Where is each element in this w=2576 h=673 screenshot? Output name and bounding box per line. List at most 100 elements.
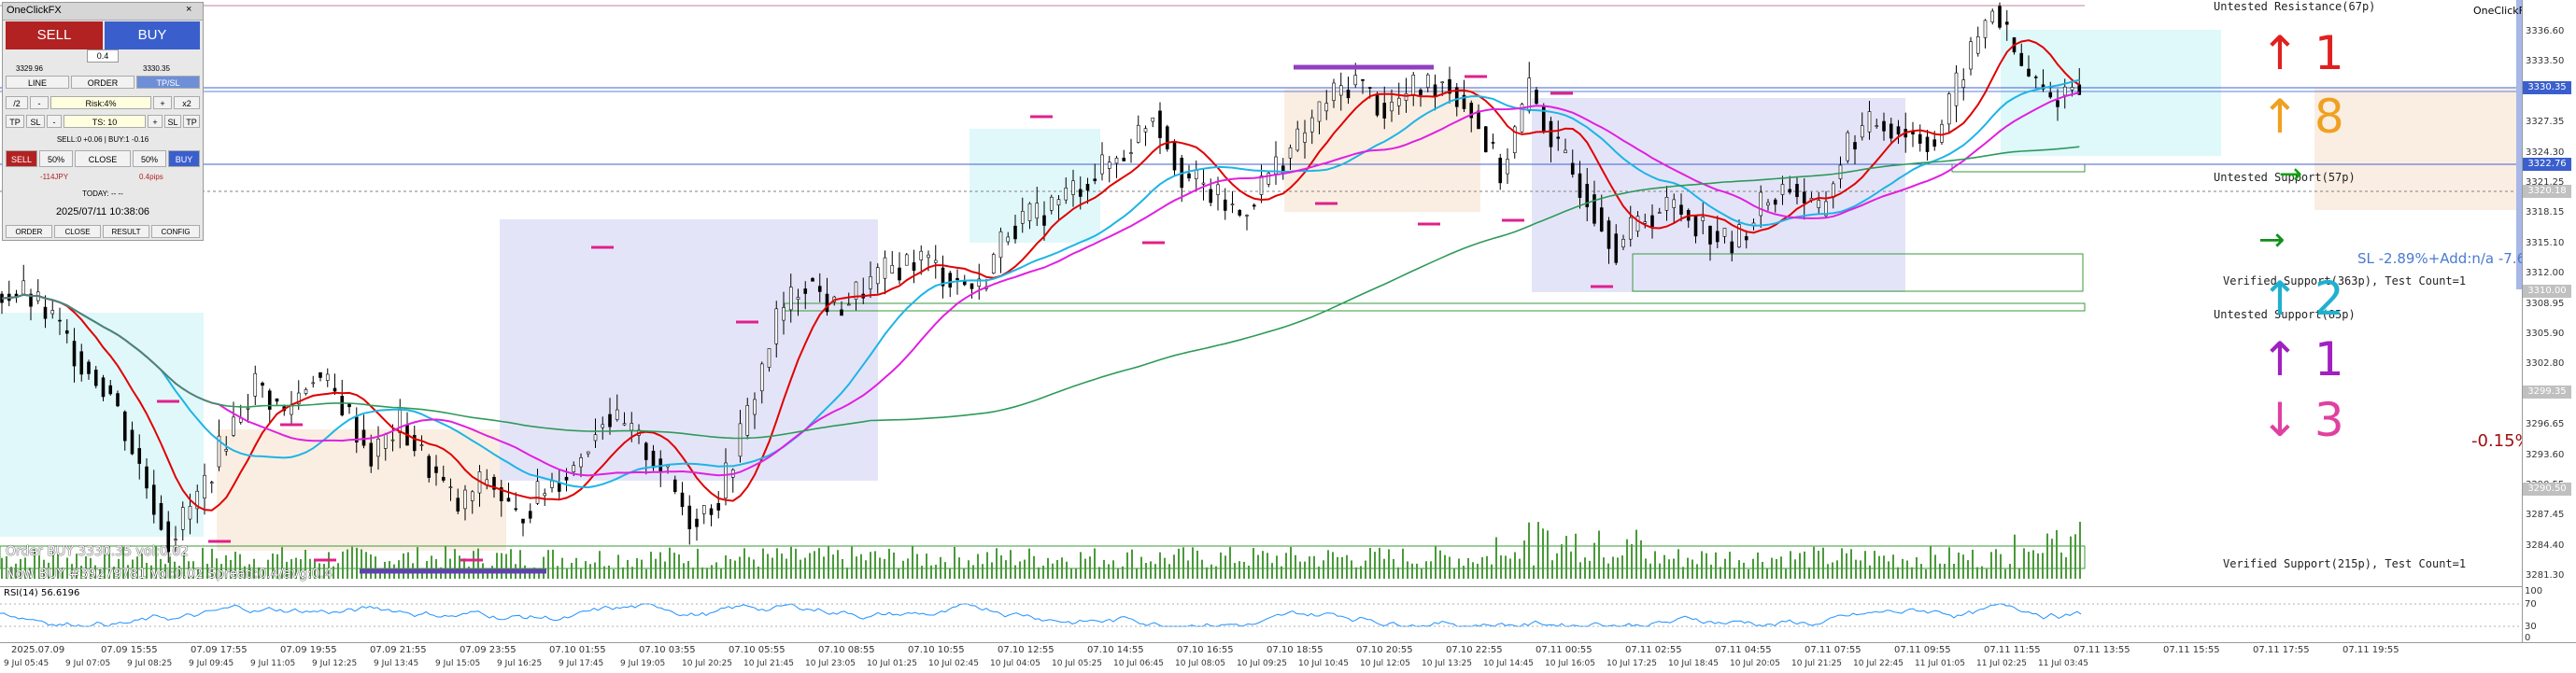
candle-body — [1346, 90, 1351, 99]
candle-body — [774, 308, 779, 344]
candle-body — [1238, 210, 1242, 216]
candle-body — [1093, 178, 1097, 182]
candle-body — [1165, 126, 1169, 149]
candle-body — [1701, 217, 1706, 221]
ts-plus-button[interactable]: + — [148, 115, 163, 128]
risk-minus-button[interactable]: - — [30, 96, 49, 109]
candle-body — [1788, 189, 1792, 193]
candle-body — [615, 409, 619, 420]
candle-body — [687, 505, 692, 529]
close-sell-half-button[interactable]: 50% — [39, 150, 73, 167]
candle-body — [1766, 202, 1770, 206]
tab-line[interactable]: LINE — [6, 76, 69, 89]
candle-body — [1042, 215, 1046, 226]
time-tick: 07.09 17:55 — [191, 645, 248, 655]
candle-body — [347, 403, 351, 408]
zone-rect — [0, 313, 204, 537]
candle-body — [116, 393, 120, 407]
sl-button-right[interactable]: SL — [164, 115, 181, 128]
candle-body — [767, 348, 771, 368]
lot-input[interactable]: 0.4 — [87, 49, 119, 63]
close-buy-button[interactable]: BUY — [168, 150, 200, 167]
candle-body — [1730, 241, 1734, 254]
double-lot-button[interactable]: x2 — [174, 96, 200, 109]
candle-body — [354, 416, 359, 443]
signal-purple-up: ↑ 1 — [2260, 332, 2344, 386]
candle-body — [811, 277, 814, 282]
candle-body — [608, 414, 612, 428]
candle-body — [1361, 78, 1365, 81]
time-tick: 07.11 07:55 — [1805, 645, 1861, 655]
close-icon[interactable]: × — [186, 4, 192, 15]
price-tick: 3324.30 — [2526, 147, 2565, 158]
candle-body — [1535, 90, 1538, 105]
bottom-tab-config[interactable]: CONFIG — [151, 225, 200, 238]
time-tick-bar: 9 Jul 17:45 — [559, 659, 604, 668]
candle-body — [2019, 52, 2024, 66]
time-tick: 07.11 17:55 — [2253, 645, 2310, 655]
price-tick: 3281.30 — [2526, 570, 2565, 582]
close-buy-half-button[interactable]: 50% — [133, 150, 166, 167]
candle-body — [521, 518, 525, 524]
time-tick-bar: 11 Jul 03:45 — [2038, 659, 2088, 668]
sell-button[interactable]: SELL — [6, 21, 103, 49]
candle-body — [1006, 236, 1011, 243]
candle-body — [1824, 201, 1828, 217]
price-label-gray4: 3290.50 — [2523, 483, 2571, 496]
sl-button-left[interactable]: SL — [26, 115, 45, 128]
time-tick-bar: 10 Jul 08:05 — [1175, 659, 1225, 668]
candle-body — [1585, 184, 1590, 207]
candle-body — [1759, 191, 1763, 217]
time-tick-bar: 9 Jul 05:45 — [4, 659, 50, 668]
candle-body — [166, 521, 171, 553]
ts-minus-button[interactable]: - — [47, 115, 62, 128]
candle-body — [1969, 41, 1973, 70]
tp-button-right[interactable]: TP — [183, 115, 200, 128]
bottom-tab-order[interactable]: ORDER — [6, 225, 52, 238]
candle-body — [1614, 233, 1619, 263]
candle-body — [1259, 175, 1264, 195]
candle-body — [1129, 152, 1133, 154]
candle-body — [1990, 10, 1995, 22]
candle-body — [1107, 161, 1111, 169]
buy-button[interactable]: BUY — [105, 21, 200, 49]
time-axis[interactable]: 2025.07.09 07.09 15:55 07.09 17:55 07.09 19… — [0, 642, 2576, 673]
candle-body — [630, 423, 634, 431]
candle-body — [1288, 147, 1293, 159]
price-axis[interactable]: 3336.60 3333.50 3330.35 3327.35 3324.30 3321.… — [2522, 0, 2576, 658]
candle-body — [1650, 215, 1654, 228]
time-tick: 07.10 05:55 — [729, 645, 786, 655]
price-chart[interactable]: Untested Resistance(67p) Untested Suppor… — [0, 0, 2522, 583]
time-tick: 07.09 15:55 — [101, 645, 158, 655]
candle-body — [1209, 189, 1213, 203]
time-tick: 07.10 12:55 — [998, 645, 1054, 655]
time-tick: 07.10 14:55 — [1087, 645, 1144, 655]
candle-body — [456, 498, 460, 512]
indicator-title: OneClickFX — [2473, 5, 2522, 17]
time-tick: 07.11 13:55 — [2074, 645, 2130, 655]
candle-body — [2070, 87, 2074, 91]
candle-body — [1013, 225, 1017, 240]
bottom-tab-close[interactable]: CLOSE — [54, 225, 101, 238]
tp-button-left[interactable]: TP — [6, 115, 24, 128]
candle-body — [108, 385, 113, 395]
candle-body — [622, 423, 627, 426]
candle-body — [1020, 210, 1025, 224]
risk-plus-button[interactable]: + — [153, 96, 172, 109]
time-tick-bar: 10 Jul 09:25 — [1237, 659, 1287, 668]
close-sell-button[interactable]: SELL — [6, 150, 37, 167]
bottom-tab-result[interactable]: RESULT — [103, 225, 149, 238]
tab-tpsl[interactable]: TP/SL — [136, 76, 200, 89]
candle-body — [253, 372, 258, 397]
half-lot-button[interactable]: /2 — [6, 96, 28, 109]
candle-body — [1338, 85, 1343, 96]
candle-body — [1846, 132, 1850, 161]
tab-order[interactable]: ORDER — [71, 76, 134, 89]
candle-body — [543, 493, 547, 497]
candle-body — [1491, 142, 1495, 144]
zone-rect — [2001, 30, 2221, 156]
candle-body — [933, 259, 938, 263]
close-all-button[interactable]: CLOSE — [75, 150, 131, 167]
arrow-down-icon: ↓ — [2260, 393, 2300, 447]
candle-body — [1578, 173, 1582, 198]
